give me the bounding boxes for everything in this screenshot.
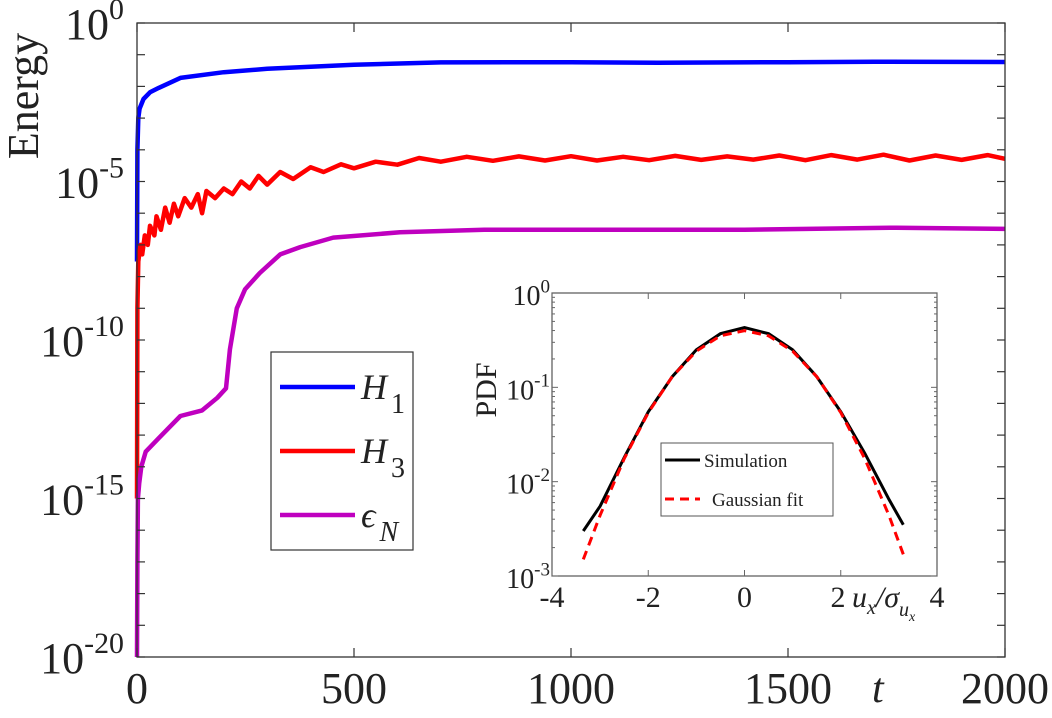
x-tick-label: 0 (126, 664, 148, 713)
main-legend: H 1 H 3 ϵ N (270, 351, 414, 551)
main-y-axis-label: Energy (0, 33, 48, 159)
inset-x-tick-label: -2 (636, 581, 661, 614)
y-tick-label: 100 (65, 0, 124, 49)
x-tick-label: 1500 (744, 664, 832, 713)
series-line-H3 (134, 152, 1006, 499)
inset-legend-label: Gaussian fit (712, 490, 804, 511)
inset-x-tick-label: 2 (831, 581, 846, 614)
inset-legend-label: Simulation (704, 451, 788, 472)
y-tick-label: 10-20 (40, 627, 124, 683)
inset-x-tick-label: 0 (737, 581, 752, 614)
inset-y-tick-label: 10-3 (506, 559, 550, 595)
inset-x-axis-label: ux/σux (852, 581, 916, 625)
y-tick-label: 10-5 (55, 152, 124, 208)
inset-y-tick-label: 100 (512, 276, 550, 312)
inset-legend-box (660, 442, 834, 517)
inset-axes-box (551, 292, 938, 577)
inset-x-tick-label: 4 (930, 581, 945, 614)
y-tick-label: 10-15 (40, 469, 124, 525)
x-tick-label: 1000 (527, 664, 615, 713)
inset-y-tick-label: 10-1 (506, 371, 550, 407)
inset-y-tick-label: 10-2 (506, 465, 550, 501)
series-line-H1 (134, 59, 1006, 262)
x-tick-label: 500 (321, 664, 387, 713)
series-line-εN (134, 225, 1006, 658)
main-x-axis-label: t (872, 666, 885, 712)
inset-series-gaussian-fit (581, 329, 905, 560)
inset-pdf-plot: 100 10-1 10-2 10-3-4 -2 0 2 4 PDF ux/σux Simulatio… (470, 276, 945, 625)
y-tick-label: 10-10 (40, 310, 124, 366)
inset-y-axis-label: PDF (470, 362, 503, 417)
x-tick-label: 2000 (961, 664, 1049, 713)
inset-x-tick-label: -4 (540, 581, 565, 614)
